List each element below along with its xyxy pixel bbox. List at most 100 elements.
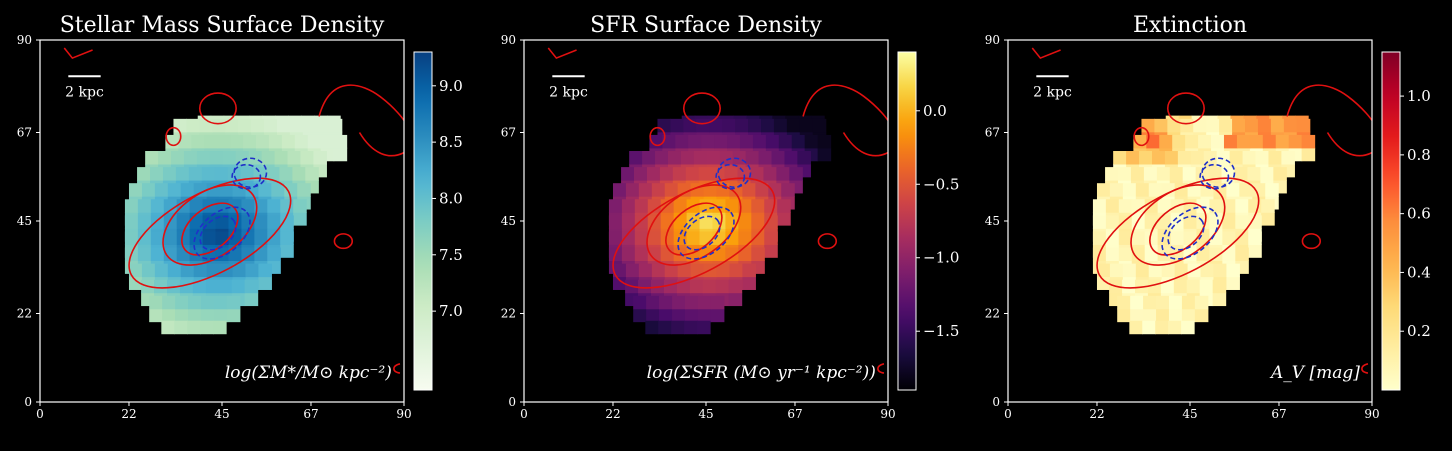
heatmap-cell: [1222, 199, 1236, 213]
heatmap-cell: [752, 134, 767, 149]
heatmap-cell: [1169, 167, 1184, 181]
heatmap-cell: [205, 279, 220, 294]
heatmap-cell: [1096, 263, 1111, 278]
heatmap-cell: [1222, 215, 1236, 229]
heatmap-cell: [735, 118, 749, 133]
heatmap-cell: [664, 183, 679, 197]
contour-line: [1286, 84, 1373, 121]
heatmap-cell: [300, 151, 315, 165]
heatmap-cell: [1194, 308, 1209, 323]
heatmap-cell: [690, 263, 705, 278]
heatmap-cell: [797, 151, 811, 165]
y-tick-label: 67: [17, 126, 32, 140]
heatmap-cell: [673, 215, 688, 229]
heatmap-cell: [701, 134, 715, 149]
heatmap-cell: [254, 231, 268, 245]
contour-line: [802, 84, 889, 121]
heatmap-cell: [1281, 151, 1295, 165]
colorbar-tick-label: 1.0: [1407, 87, 1431, 105]
chart-svg: SFR Surface Density 2 kpc log(ΣSFR (M⊙ yr⁻…: [501, 13, 960, 421]
heatmap-cell: [714, 134, 728, 149]
heatmap-cell: [696, 118, 710, 133]
heatmap-cell: [188, 167, 203, 181]
x-tick-label: 0: [1004, 407, 1012, 421]
heatmap-cell: [253, 167, 268, 181]
colorbar-tick-label: −0.5: [923, 175, 959, 193]
colorbar: [897, 51, 917, 391]
heatmap-cell: [1168, 295, 1183, 310]
heatmap-cell: [1126, 151, 1140, 165]
heatmap-cell: [267, 199, 281, 213]
heatmap-cell: [320, 134, 335, 149]
heatmap-cell: [162, 167, 177, 181]
heatmap-cell: [1161, 183, 1176, 197]
heatmap-cell: [742, 183, 756, 197]
heatmap-cell: [711, 167, 726, 181]
heatmap-cell: [150, 199, 165, 213]
heatmap-cell: [289, 118, 304, 133]
heatmap-cell: [1146, 134, 1160, 149]
heatmap-cell: [784, 151, 799, 165]
heatmap-cell: [729, 263, 743, 278]
x-tick-label: 45: [698, 407, 713, 421]
heatmap-cell: [232, 263, 247, 278]
heatmap-cell: [167, 263, 182, 278]
x-tick-label: 0: [36, 407, 44, 421]
heatmap-cell: [659, 167, 674, 181]
heatmap-cell: [1156, 308, 1170, 323]
contour-line: [649, 126, 666, 147]
heatmap-cell: [137, 199, 152, 213]
heatmap-cell: [163, 199, 178, 213]
heatmap-cell: [817, 134, 832, 149]
chart-title: SFR Surface Density: [590, 13, 822, 38]
x-tick-label: 45: [214, 407, 229, 421]
colorbar-quantity-label: A_V [mag]: [1269, 363, 1360, 383]
heatmap-cell: [315, 118, 330, 133]
contour-line: [1130, 184, 1226, 266]
heatmap-cell: [621, 167, 635, 181]
heatmap-cell: [688, 134, 702, 149]
heatmap-cell: [150, 215, 165, 229]
heatmap-cell: [1221, 167, 1236, 181]
heatmap-cell: [647, 231, 662, 245]
contour-line: [646, 184, 742, 266]
heatmap-cell: [1248, 231, 1262, 245]
heatmap-cell: [1249, 134, 1264, 149]
heatmap-cell: [647, 247, 662, 262]
colorbar-tick-label: 0.4: [1407, 263, 1431, 281]
heatmap-cell: [1143, 308, 1157, 323]
colorbar-tick-label: 0.8: [1407, 146, 1431, 164]
heatmap-cell: [1109, 263, 1124, 278]
heatmap-cell: [200, 308, 215, 323]
heatmap-cell: [1131, 231, 1146, 245]
y-tick-label: 22: [985, 307, 1000, 321]
heatmap-cell: [675, 134, 689, 149]
heatmap-cell: [163, 247, 178, 262]
heatmap-cell: [150, 167, 164, 181]
heatmap-cell: [703, 183, 718, 197]
heatmap-cell: [1105, 247, 1120, 262]
heatmap-cell: [1248, 215, 1262, 229]
heatmap-cell: [154, 183, 169, 197]
heatmap-cell: [1142, 320, 1156, 335]
heatmap-cell: [771, 151, 786, 165]
heatmap-cell: [655, 151, 669, 165]
heatmap-cell: [193, 263, 208, 278]
heatmap-cell: [154, 263, 169, 278]
heatmap-cell: [243, 134, 257, 149]
heatmap-cell: [777, 199, 791, 213]
contour-line: [1301, 233, 1322, 250]
y-tick-label: 45: [501, 214, 516, 228]
heatmap-cell: [1248, 244, 1262, 258]
heatmap-cell: [187, 320, 201, 335]
heatmap-cell: [1301, 147, 1316, 162]
heatmap-cell: [660, 247, 675, 262]
heatmap-cell: [1144, 231, 1159, 245]
colorbar-tick-label: 8.0: [439, 189, 463, 207]
heatmap-cell: [274, 151, 289, 165]
heatmap-cell: [750, 167, 765, 181]
heatmap-cell: [1173, 279, 1188, 294]
heatmap-cell: [1213, 263, 1227, 278]
heatmap-cell: [226, 295, 241, 310]
heatmap-cell: [1268, 151, 1283, 165]
